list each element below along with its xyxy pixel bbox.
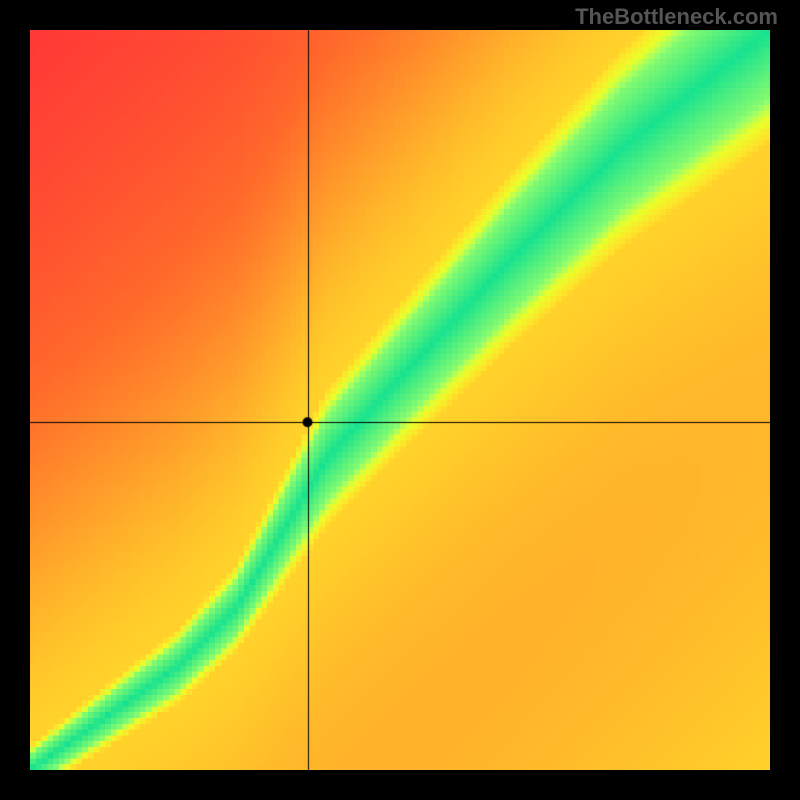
watermark-text: TheBottleneck.com	[575, 4, 778, 30]
chart-container: TheBottleneck.com	[0, 0, 800, 800]
crosshair-overlay	[30, 30, 770, 770]
